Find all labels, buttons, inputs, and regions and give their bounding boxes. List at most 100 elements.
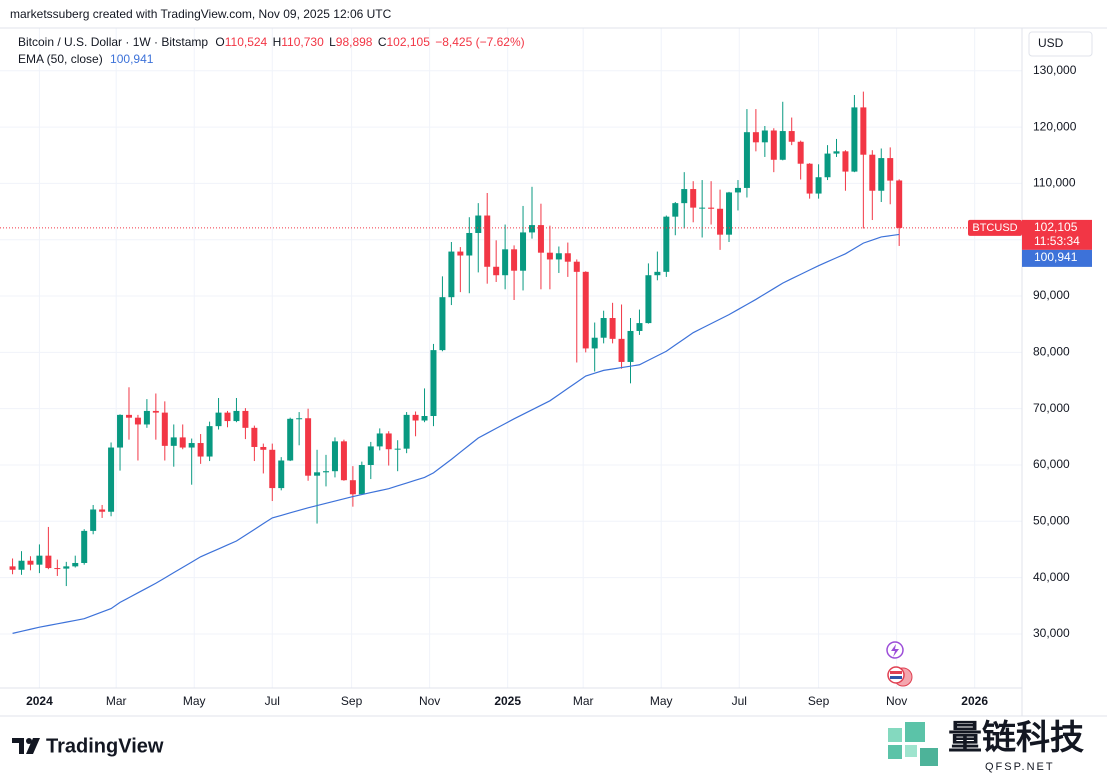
candle-body: [18, 560, 25, 570]
y-tick-label: 50,000: [1033, 513, 1070, 527]
ohlc-key: H: [273, 35, 282, 49]
candle-body: [520, 232, 527, 271]
candle-body: [206, 426, 213, 457]
x-tick-label: Mar: [573, 694, 594, 708]
candle-body: [896, 180, 903, 228]
ohlc-value: 98,898: [336, 35, 373, 49]
flag-stripe: [890, 676, 902, 679]
watermark-block: [905, 745, 917, 757]
candle-body: [278, 460, 285, 489]
candle-body: [851, 107, 858, 172]
symbol-tag-text: BTCUSD: [972, 222, 1017, 234]
candle-body: [779, 131, 786, 160]
candle-body: [484, 215, 491, 267]
candle-body: [663, 216, 670, 272]
watermark-block: [888, 728, 902, 742]
candle-body: [591, 337, 598, 349]
candle-body: [143, 410, 150, 425]
candle-body: [421, 416, 428, 421]
candle-body: [412, 414, 419, 421]
candle-body: [448, 251, 455, 298]
candle-body: [717, 208, 724, 235]
event-icon-bolt: [891, 644, 899, 657]
x-tick-label: Sep: [808, 694, 830, 708]
candle-body: [618, 338, 625, 362]
candle-body: [528, 225, 535, 233]
candle-body: [117, 414, 124, 448]
flag-stripe: [890, 671, 902, 674]
logo-mark: [26, 738, 32, 744]
legend-line: Bitcoin / U.S. Dollar · 1W · Bitstamp O 1…: [18, 35, 525, 49]
candle-body: [349, 480, 356, 495]
brand: TradingView: [46, 735, 164, 757]
watermark-icon: [888, 722, 938, 766]
candle-body: [242, 410, 249, 428]
indicator-legend: EMA (50, close) 100,941: [18, 52, 154, 66]
candle-body: [90, 509, 97, 531]
event-icon: [887, 666, 905, 684]
candle-body: [752, 132, 759, 143]
candle-body: [81, 530, 88, 563]
candle-body: [493, 266, 500, 276]
currency[interactable]: USD: [1038, 36, 1064, 50]
candle-body: [511, 249, 518, 271]
countdown: 11:53:34: [1034, 234, 1080, 248]
candle-body: [376, 433, 383, 447]
candle-body: [645, 275, 652, 324]
ohlc-value: 110,730: [281, 35, 324, 49]
candle-body: [457, 251, 464, 256]
candle-body: [305, 418, 312, 476]
candle-body: [179, 437, 186, 448]
candle-body: [260, 446, 267, 450]
candle-body: [475, 215, 482, 233]
logo-mark: [26, 738, 40, 754]
candle-body: [188, 443, 195, 448]
attribution: marketssuberg created with TradingView.c…: [10, 7, 392, 21]
x-tick-label: Nov: [419, 694, 440, 708]
y-tick-label: 40,000: [1033, 570, 1070, 584]
candle-body: [251, 427, 258, 447]
x-tick-label: Mar: [106, 694, 127, 708]
candle-body: [314, 472, 321, 476]
candle-body: [860, 107, 867, 155]
candle-body: [761, 130, 768, 143]
watermark-sub: QFSP.NET: [985, 761, 1055, 773]
price-tag: [1022, 219, 1092, 250]
candle-body: [358, 464, 365, 495]
candle-body: [287, 418, 294, 461]
candle-body: [331, 441, 338, 472]
ema-tag: [1022, 249, 1092, 267]
candle-body: [708, 207, 715, 209]
candle-body: [690, 189, 697, 208]
candle-body: [806, 163, 813, 194]
watermark-block: [920, 748, 938, 766]
currency-button[interactable]: [1028, 31, 1093, 57]
candle-body: [152, 410, 159, 413]
candle-body: [887, 158, 894, 181]
brand-logo: [12, 738, 40, 754]
candle-body: [582, 271, 589, 349]
y-tick-label: 90,000: [1033, 288, 1070, 302]
ohlc-value: 102,105: [387, 35, 431, 49]
candle-body: [573, 261, 580, 272]
ema-tag-text: 100,941: [1034, 250, 1078, 264]
ohlc-key: O: [215, 35, 224, 49]
candle-body: [466, 232, 473, 256]
candle-body: [45, 555, 52, 569]
event-icons: [886, 641, 913, 687]
ohlc-key: L: [329, 35, 336, 49]
ema-line: [12, 233, 900, 634]
candle-body: [125, 414, 132, 418]
y-tick-label: 110,000: [1033, 176, 1076, 190]
candle-body: [108, 447, 115, 512]
candle-body: [72, 562, 79, 567]
y-tick-label: 130,000: [1033, 63, 1077, 77]
candle-body: [699, 207, 706, 209]
y-tick-label: 70,000: [1033, 401, 1070, 415]
candle-body: [54, 568, 61, 570]
symbol-title: Bitcoin / U.S. Dollar · 1W · Bitstamp: [18, 35, 208, 49]
candle-body: [197, 443, 204, 457]
candle-body: [269, 449, 276, 489]
watermark-block: [888, 745, 902, 759]
